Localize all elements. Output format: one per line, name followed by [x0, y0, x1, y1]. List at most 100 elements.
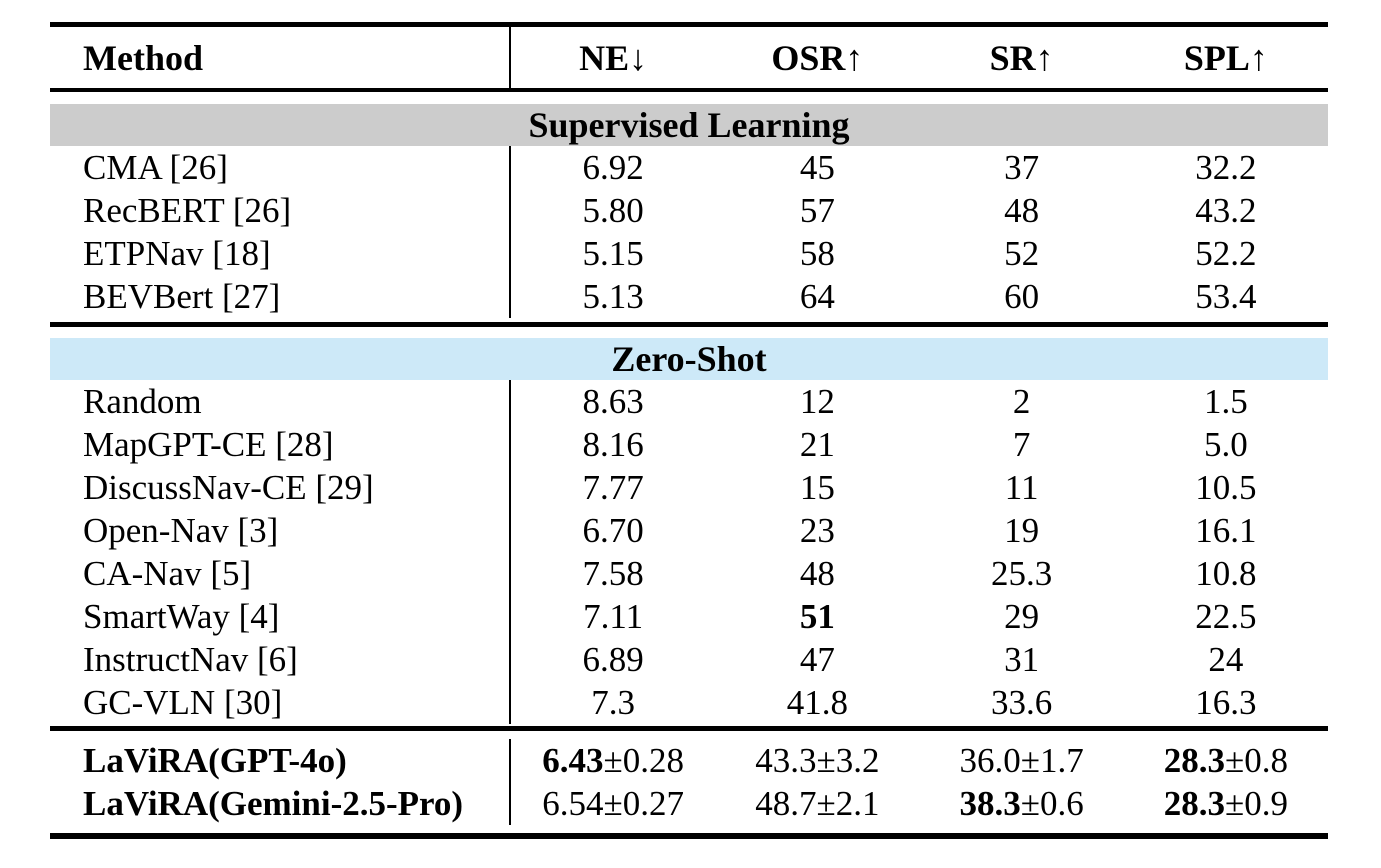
- sr-cell: 29: [1004, 596, 1040, 636]
- spl-cell: 52.2: [1195, 233, 1257, 273]
- spl-cell: 5.0: [1204, 424, 1248, 464]
- sr-cell: 25.3: [991, 553, 1053, 593]
- spl-cell: 16.1: [1195, 510, 1257, 550]
- spl-cell: 22.5: [1195, 596, 1257, 636]
- spacer: [50, 825, 1328, 833]
- ne-cell: 8.16: [582, 424, 644, 464]
- osr-cell: 57: [799, 190, 835, 230]
- final-section-rule: [50, 726, 1328, 731]
- top-rule: [50, 22, 1328, 27]
- ne-cell: 7.58: [582, 553, 644, 593]
- method-cell: Open-Nav [3]: [50, 509, 511, 552]
- sr-cell: 31: [1004, 639, 1040, 679]
- method-cell: MapGPT-CE [28]: [50, 423, 511, 466]
- ne-cell: 6.92: [582, 147, 644, 187]
- table-row: CA-Nav [5] 7.58 48 25.3 10.8: [50, 552, 1328, 595]
- section-header-supervised-learning: Supervised Learning: [50, 104, 1328, 146]
- ne-cell: 6.43 ±0.28: [511, 739, 715, 782]
- spl-cell: 10.5: [1195, 467, 1257, 507]
- table-row: Open-Nav [3] 6.70 23 19 16.1: [50, 509, 1328, 552]
- osr-cell: 23: [799, 510, 835, 550]
- column-header-spl: SPL↑: [1183, 37, 1268, 78]
- ne-pm: ±0.28: [603, 740, 684, 780]
- results-table: Method NE↓ OSR↑ SR↑ SPL↑ Supervised Lear…: [50, 22, 1328, 839]
- method-cell: GC-VLN [30]: [50, 681, 511, 724]
- ne-cell: 7.11: [583, 596, 644, 636]
- spl-cell: 43.2: [1195, 190, 1257, 230]
- table-row: RecBERT [26] 5.80 57 48 43.2: [50, 189, 1328, 232]
- osr-cell: 41.8: [786, 682, 848, 722]
- sr-cell: 52: [1004, 233, 1040, 273]
- spacer: [50, 731, 1328, 739]
- ne-cell: 6.70: [582, 510, 644, 550]
- method-cell: LaViRA(Gemini-2.5-Pro): [50, 782, 511, 825]
- table-row: MapGPT-CE [28] 8.16 21 7 5.0: [50, 423, 1328, 466]
- table-row: DiscussNav-CE [29] 7.77 15 11 10.5: [50, 466, 1328, 509]
- osr-cell: 47: [799, 639, 835, 679]
- ne-cell: 5.13: [582, 276, 644, 316]
- bottom-rule: [50, 833, 1328, 839]
- method-cell: Random: [50, 380, 511, 423]
- table-row-lavira-gemini: LaViRA(Gemini-2.5-Pro) 6.54 ±0.27 48.7 ±2.…: [50, 782, 1328, 825]
- spl-cell: 16.3: [1195, 682, 1257, 722]
- ne-cell: 6.54 ±0.27: [511, 782, 715, 825]
- method-cell: ETPNav [18]: [50, 232, 511, 275]
- table-row: InstructNav [6] 6.89 47 31 24: [50, 638, 1328, 681]
- spl-pm: ±0.8: [1225, 740, 1288, 780]
- osr-cell: 15: [799, 467, 835, 507]
- method-cell: DiscussNav-CE [29]: [50, 466, 511, 509]
- sr-value: 38.3: [959, 783, 1021, 823]
- table-row: GC-VLN [30] 7.3 41.8 33.6 16.3: [50, 681, 1328, 724]
- osr-cell: 48.7 ±2.1: [715, 782, 919, 825]
- section-header-zero-shot: Zero-Shot: [50, 338, 1328, 380]
- section-rule: [50, 322, 1328, 327]
- method-cell: SmartWay [4]: [50, 595, 511, 638]
- sr-cell: 2: [1012, 381, 1031, 421]
- spl-cell: 28.3 ±0.8: [1124, 739, 1328, 782]
- sr-pm: ±0.6: [1020, 783, 1084, 823]
- sr-cell: 60: [1004, 276, 1040, 316]
- sr-cell: 11: [1004, 467, 1039, 507]
- osr-cell: 43.3 ±3.2: [715, 739, 919, 782]
- spacer: [50, 327, 1328, 338]
- ne-value: 6.54: [542, 783, 604, 823]
- sr-cell: 38.3 ±0.6: [920, 782, 1124, 825]
- ne-cell: 8.63: [582, 381, 644, 421]
- ne-cell: 7.77: [582, 467, 644, 507]
- header-rule: [50, 88, 1328, 92]
- osr-cell: 48: [799, 553, 835, 593]
- sr-pm: ±1.7: [1020, 740, 1084, 780]
- osr-pm: ±3.2: [816, 740, 880, 780]
- sr-cell: 48: [1004, 190, 1040, 230]
- sr-cell: 33.6: [991, 682, 1053, 722]
- sr-cell: 19: [1004, 510, 1040, 550]
- osr-value: 43.3: [755, 740, 817, 780]
- method-cell: BEVBert [27]: [50, 275, 511, 318]
- column-header-method: Method: [50, 27, 511, 88]
- table-row-lavira-gpt4o: LaViRA(GPT-4o) 6.43 ±0.28 43.3 ±3.2 36.0 ±1…: [50, 739, 1328, 782]
- ne-cell: 6.89: [582, 639, 644, 679]
- osr-cell-best: 51: [799, 596, 835, 636]
- method-cell: InstructNav [6]: [50, 638, 511, 681]
- table-row: BEVBert [27] 5.13 64 60 53.4: [50, 275, 1328, 318]
- spl-cell: 28.3 ±0.9: [1124, 782, 1328, 825]
- osr-cell: 58: [799, 233, 835, 273]
- sr-cell: 7: [1012, 424, 1031, 464]
- spl-cell: 10.8: [1195, 553, 1257, 593]
- spl-cell: 1.5: [1204, 381, 1248, 421]
- spacer: [50, 92, 1328, 104]
- header-row: Method NE↓ OSR↑ SR↑ SPL↑: [50, 27, 1328, 88]
- spl-cell: 24: [1208, 639, 1244, 679]
- osr-cell: 45: [799, 147, 835, 187]
- spl-cell: 53.4: [1195, 276, 1257, 316]
- column-header-ne: NE↓: [579, 37, 648, 78]
- osr-value: 48.7: [755, 783, 817, 823]
- column-header-sr: SR↑: [989, 37, 1054, 78]
- ne-cell: 7.3: [591, 682, 635, 722]
- sr-cell: 37: [1004, 147, 1040, 187]
- table-row: ETPNav [18] 5.15 58 52 52.2: [50, 232, 1328, 275]
- osr-cell: 64: [799, 276, 835, 316]
- method-cell: CMA [26]: [50, 146, 511, 189]
- column-header-osr: OSR↑: [771, 37, 864, 78]
